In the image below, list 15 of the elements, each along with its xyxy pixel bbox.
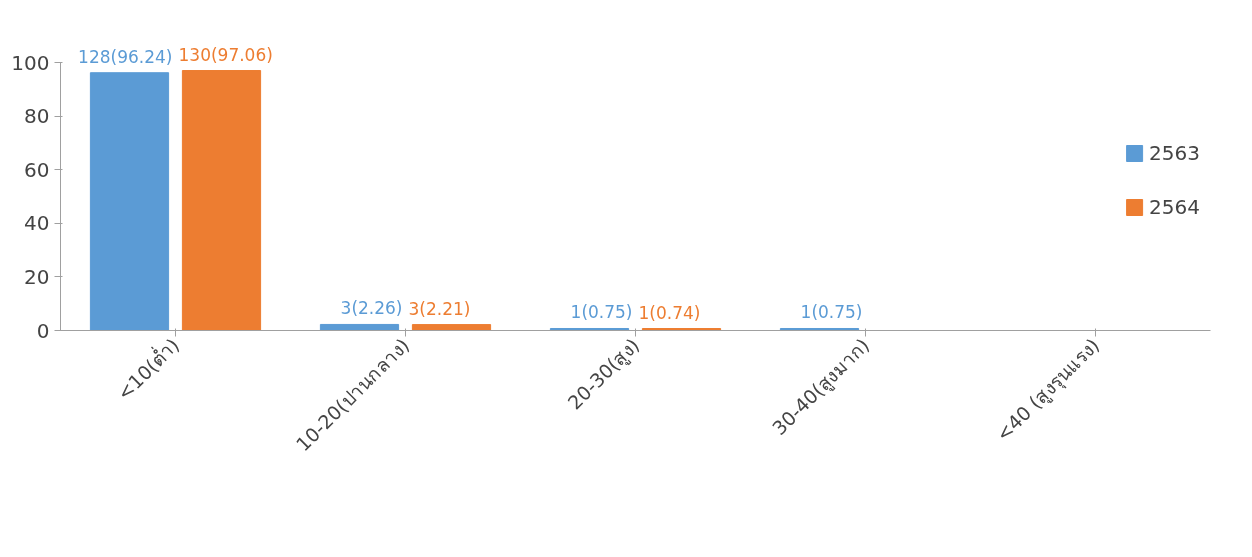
data-label: 1(0.75) — [800, 302, 863, 323]
y-tick-label: 0 — [36, 318, 50, 343]
data-label: 128(96.24) — [78, 46, 173, 67]
legend-label: 2563 — [1149, 141, 1200, 165]
y-tick-label: 60 — [24, 157, 50, 182]
data-label: 3(2.21) — [408, 298, 471, 319]
data-label: 130(97.06) — [178, 44, 273, 65]
data-label: 1(0.75) — [570, 302, 633, 323]
data-label: 3(2.26) — [340, 298, 403, 319]
y-tick-label: 80 — [24, 104, 50, 129]
y-tick-label: 100 — [11, 50, 50, 75]
y-tick-label: 40 — [24, 211, 50, 236]
data-label: 1(0.74) — [638, 302, 701, 323]
y-tick-label: 20 — [24, 264, 50, 289]
legend-label: 2564 — [1149, 195, 1200, 219]
